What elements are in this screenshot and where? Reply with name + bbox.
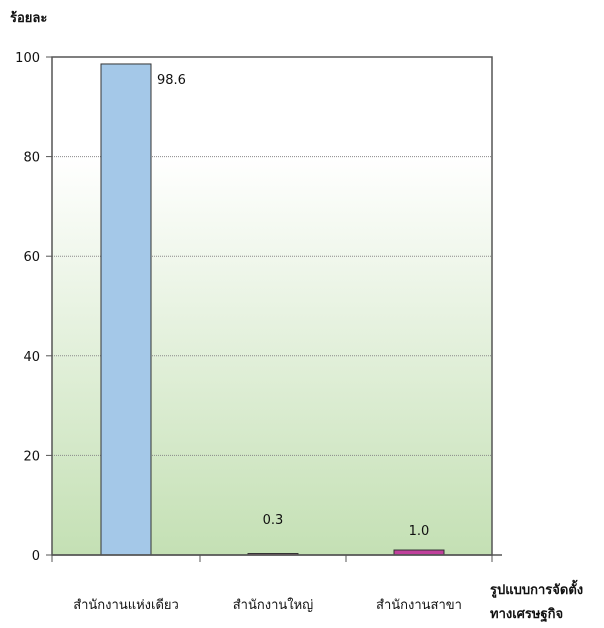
y-tick-label: 20 <box>23 449 40 464</box>
category-label-3: สำนักงานสาขา <box>376 598 462 613</box>
y-tick-label: 40 <box>23 350 40 365</box>
y-tick-label: 60 <box>23 250 40 265</box>
x-axis-title-line-1: รูปแบบการจัดตั้ง <box>490 579 583 598</box>
y-tick-labels: 0 20 40 60 80 100 <box>15 51 40 564</box>
data-label-1: 98.6 <box>157 73 186 88</box>
data-labels: 98.6 0.3 1.0 <box>157 73 429 539</box>
y-axis-title: ร้อยละ <box>10 10 47 26</box>
y-tick-label: 100 <box>15 51 40 66</box>
x-category-labels: สำนักงานแห่งเดียว สำนักงานใหญ่ สำนักงานสาข… <box>73 597 462 613</box>
y-tick-label: 0 <box>32 549 40 564</box>
bars <box>100 63 445 556</box>
axes <box>46 56 502 562</box>
y-tick-label: 80 <box>23 151 40 166</box>
bar-1 <box>100 63 152 556</box>
x-axis-title-line-2: ทางเศรษฐกิจ <box>490 607 563 623</box>
gridlines <box>52 156 492 456</box>
data-label-2: 0.3 <box>263 513 284 528</box>
data-label-3: 1.0 <box>409 524 430 539</box>
category-label-1: สำนักงานแห่งเดียว <box>73 597 179 613</box>
category-label-2: สำนักงานใหญ่ <box>233 597 314 613</box>
